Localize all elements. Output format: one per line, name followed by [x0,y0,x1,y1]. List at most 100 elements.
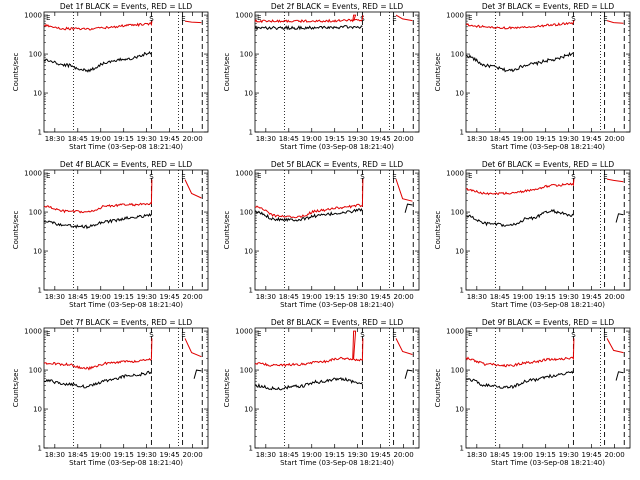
x-tick-label: 19:15 [325,135,345,143]
series-events-tail [404,369,413,379]
y-tick-label: 1 [460,129,464,137]
series-lld-tail [395,178,413,202]
marker-E-left: E [257,330,261,338]
series-lld [254,14,364,24]
series-lld-tail [606,20,624,24]
y-tick-label: 100 [240,51,253,59]
x-tick-label: 20:00 [393,451,413,459]
y-axis-label: Counts/sec [12,211,20,250]
x-tick-label: 19:45 [582,135,602,143]
plot-frame [254,169,420,291]
panel-1: Det 1f BLACK = Events, RED = LLD 1 10 100 10… [12,2,209,151]
marker-E: E [181,15,185,23]
x-tick-label: 18:45 [68,451,88,459]
marker-S: S [360,331,365,339]
y-tick-label: 1 [38,287,42,295]
plot-frame [465,327,631,449]
series-events [43,370,152,389]
y-tick-label: 1000 [235,12,253,20]
y-tick-label: 1000 [446,328,464,336]
panel-6: Det 6f BLACK = Events, RED = LLD 1 10 100 10… [434,160,631,309]
series-events-tail [615,371,624,381]
panel-title: Det 7f BLACK = Events, RED = LLD [60,318,193,327]
y-tick-label: 10 [244,248,253,256]
x-tick-label: 19:30 [348,451,368,459]
y-axis-label: Counts/sec [223,369,231,408]
marker-S: S [149,15,154,23]
x-tick-label: 19:00 [302,293,322,301]
y-tick-label: 100 [240,209,253,217]
x-tick-label: 18:45 [279,135,299,143]
plot-frame [43,327,209,449]
x-tick-label: 19:15 [114,293,134,301]
series-lld-tail [395,338,413,355]
x-tick-label: 19:45 [160,293,180,301]
panel-2: Det 2f BLACK = Events, RED = LLD 1 10 100 10… [223,2,420,151]
series-events [465,208,574,228]
x-tick-label: 18:30 [256,293,276,301]
series-events [254,208,363,222]
y-tick-label: 10 [33,90,42,98]
y-tick-label: 10 [33,248,42,256]
x-tick-label: 18:45 [279,293,299,301]
x-tick-label: 19:00 [302,451,322,459]
marker-E: E [392,331,396,339]
panel-title: Det 6f BLACK = Events, RED = LLD [482,160,615,169]
panel-8: Det 8f BLACK = Events, RED = LLD 1 10 100 10… [223,318,420,467]
x-tick-label: 20:00 [393,135,413,143]
x-tick-label: 20:00 [604,293,624,301]
series-lld [465,179,575,196]
series-events-tail [615,213,624,223]
x-tick-label: 18:45 [490,451,510,459]
x-tick-label: 18:30 [467,135,487,143]
x-tick-label: 19:30 [559,135,579,143]
x-tick-label: 19:15 [325,293,345,301]
x-tick-label: 20:00 [604,451,624,459]
y-tick-label: 1 [249,445,253,453]
y-tick-label: 10 [455,406,464,414]
y-tick-label: 1 [460,287,464,295]
marker-E: E [181,173,185,181]
x-tick-label: 19:45 [582,451,602,459]
x-tick-label: 19:15 [114,451,134,459]
y-tick-label: 1000 [24,170,42,178]
series-lld-tail [606,178,624,183]
panel-title: Det 1f BLACK = Events, RED = LLD [60,2,193,11]
x-tick-label: 19:45 [371,451,391,459]
series-lld [254,179,364,219]
series-events [255,376,363,391]
panel-title: Det 5f BLACK = Events, RED = LLD [271,160,404,169]
marker-E: E [392,15,396,23]
x-tick-label: 18:30 [45,135,65,143]
series-lld [254,330,364,368]
x-tick-label: 18:30 [467,451,487,459]
x-axis-label: Start Time (03-Sep-08 18:21:40) [491,459,605,467]
series-lld-tail [395,14,413,22]
series-lld-tail [184,20,202,24]
y-axis-label: Counts/sec [434,211,442,250]
x-tick-label: 19:15 [536,451,556,459]
series-lld [43,338,153,371]
x-axis-label: Start Time (03-Sep-08 18:21:40) [280,143,394,151]
x-tick-label: 19:45 [160,135,180,143]
x-tick-label: 19:30 [559,293,579,301]
y-tick-label: 1000 [24,328,42,336]
y-tick-label: 100 [29,367,42,375]
x-tick-label: 20:00 [182,293,202,301]
y-axis-label: Counts/sec [12,369,20,408]
y-tick-label: 1000 [235,328,253,336]
x-axis-label: Start Time (03-Sep-08 18:21:40) [69,301,183,309]
marker-S: S [571,15,576,23]
y-tick-label: 1 [460,445,464,453]
x-tick-label: 18:45 [490,293,510,301]
series-lld-tail [184,338,202,358]
x-tick-label: 20:00 [393,293,413,301]
x-tick-label: 18:30 [45,451,65,459]
x-tick-label: 19:30 [348,135,368,143]
series-events-tail [193,369,202,379]
marker-E: E [603,173,607,181]
x-axis-label: Start Time (03-Sep-08 18:21:40) [280,301,394,309]
panel-3: Det 3f BLACK = Events, RED = LLD 1 10 100 10… [434,2,631,151]
marker-E-left: E [468,330,472,338]
marker-E-left: E [257,172,261,180]
